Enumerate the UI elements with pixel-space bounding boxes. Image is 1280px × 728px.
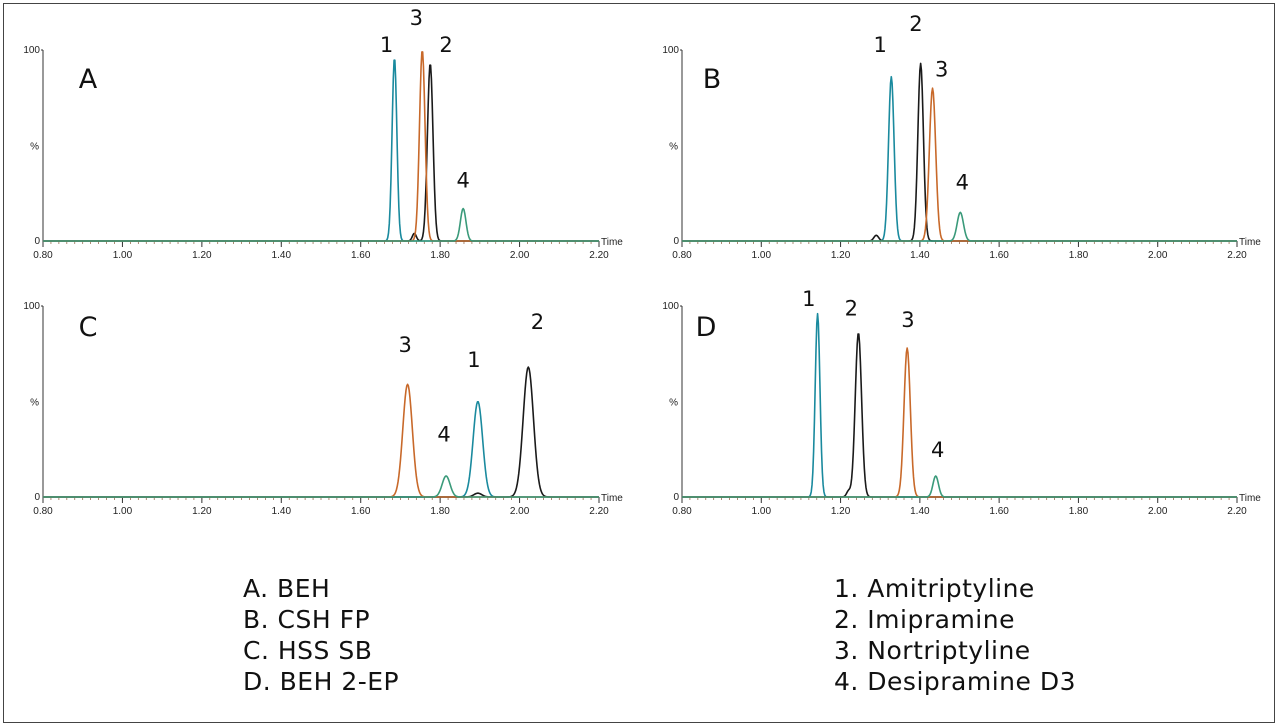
trace-analyte-4 bbox=[681, 475, 1238, 498]
trace-analyte-1 bbox=[681, 75, 1238, 242]
trace-analyte-1 bbox=[42, 401, 600, 498]
x-axis-label: Time bbox=[1239, 493, 1261, 504]
x-tick-label: 1.40 bbox=[910, 506, 930, 517]
legend-item-imipramine: 2. Imipramine bbox=[834, 605, 1015, 634]
trace-analyte-3 bbox=[681, 87, 1238, 242]
y-tick-label: 0 bbox=[34, 236, 40, 247]
x-tick-label: 1.00 bbox=[113, 506, 133, 517]
y-tick-label: 100 bbox=[662, 301, 679, 312]
y-axis-label: % bbox=[669, 398, 678, 409]
figure-frame bbox=[3, 3, 1275, 723]
x-tick-label: 1.40 bbox=[272, 250, 292, 261]
x-tick-label: 0.80 bbox=[33, 250, 53, 261]
peak-label-3: 3 bbox=[410, 6, 423, 30]
x-tick-label: 1.20 bbox=[192, 506, 212, 517]
x-tick-label: 2.20 bbox=[589, 250, 609, 261]
legend-item-column-b: B. CSH FP bbox=[243, 605, 371, 634]
trace-analyte-3 bbox=[42, 51, 600, 242]
y-tick-label: 0 bbox=[673, 492, 679, 503]
legend-item-column-d: D. BEH 2-EP bbox=[243, 667, 400, 696]
x-tick-label: 1.60 bbox=[989, 250, 1009, 261]
x-tick-label: 1.80 bbox=[430, 250, 450, 261]
peak-label-4: 4 bbox=[437, 423, 450, 447]
peak-label-2: 2 bbox=[909, 12, 922, 36]
peak-label-1: 1 bbox=[380, 33, 393, 57]
y-axis-label: % bbox=[30, 398, 39, 409]
column-legend: A. BEH B. CSH FP C. HSS SB D. BEH 2-EP bbox=[243, 573, 399, 697]
y-tick-label: 100 bbox=[23, 301, 40, 312]
x-tick-label: 1.40 bbox=[910, 250, 930, 261]
panel-letter: C bbox=[79, 312, 98, 343]
trace-analyte-4 bbox=[681, 211, 1238, 242]
panel-b: 0.80 1.00 1.20 1.40 1.60 1.80 2.00 2.20 100 0% Tim… bbox=[662, 12, 1261, 261]
panel-d: 0.80 1.00 1.20 1.40 1.60 1.80 2.00 2.20 100 0% Tim… bbox=[662, 287, 1261, 517]
peak-label-1: 1 bbox=[802, 287, 815, 311]
x-tick-label: 1.20 bbox=[831, 250, 851, 261]
x-tick-label: 2.20 bbox=[1227, 250, 1247, 261]
peak-label-1: 1 bbox=[467, 348, 480, 372]
trace-analyte-2 bbox=[42, 64, 600, 242]
trace-analyte-2 bbox=[681, 333, 1238, 498]
x-tick-label: 1.00 bbox=[752, 250, 772, 261]
x-tick-label: 0.80 bbox=[33, 506, 53, 517]
trace-analyte-1 bbox=[42, 59, 600, 242]
x-axis-label: Time bbox=[601, 493, 623, 504]
x-tick-label: 0.80 bbox=[672, 250, 692, 261]
x-tick-label: 2.00 bbox=[510, 250, 530, 261]
y-axis-label: % bbox=[669, 142, 678, 153]
y-tick-label: 100 bbox=[662, 45, 679, 56]
peak-label-3: 3 bbox=[901, 308, 914, 332]
x-axis-label: Time bbox=[601, 237, 623, 248]
x-tick-label: 1.80 bbox=[430, 506, 450, 517]
panel-letter: A bbox=[79, 64, 98, 95]
trace-analyte-4 bbox=[42, 207, 600, 242]
legend-item-column-a: A. BEH bbox=[243, 574, 331, 603]
legend-item-amitriptyline: 1. Amitriptyline bbox=[834, 574, 1035, 603]
x-tick-label: 1.40 bbox=[272, 506, 292, 517]
trace-analyte-3 bbox=[42, 383, 600, 498]
analyte-legend: 1. Amitriptyline 2. Imipramine 3. Nortri… bbox=[834, 573, 1076, 697]
x-tick-label: 1.60 bbox=[351, 506, 371, 517]
peak-label-4: 4 bbox=[456, 169, 469, 193]
y-tick-label: 100 bbox=[23, 45, 40, 56]
panel-letter: D bbox=[696, 312, 717, 343]
peak-label-3: 3 bbox=[935, 58, 948, 82]
x-tick-label: 1.20 bbox=[831, 506, 851, 517]
peak-label-4: 4 bbox=[956, 170, 969, 194]
legend-item-desipramine-d3: 4. Desipramine D3 bbox=[834, 667, 1076, 696]
x-tick-label: 1.80 bbox=[1069, 506, 1089, 517]
y-tick-label: 0 bbox=[673, 236, 679, 247]
x-tick-label: 1.60 bbox=[989, 506, 1009, 517]
trace-analyte-4 bbox=[42, 475, 600, 498]
x-tick-label: 1.20 bbox=[192, 250, 212, 261]
x-tick-label: 0.80 bbox=[672, 506, 692, 517]
x-axis-label: Time bbox=[1239, 237, 1261, 248]
legend-item-nortriptyline: 3. Nortriptyline bbox=[834, 636, 1031, 665]
x-tick-label: 1.00 bbox=[113, 250, 133, 261]
peak-label-3: 3 bbox=[399, 333, 412, 357]
x-tick-label: 2.00 bbox=[510, 506, 530, 517]
panel-c: 0.80 1.00 1.20 1.40 1.60 1.80 2.00 2.20 100 0% Tim… bbox=[23, 301, 623, 517]
x-tick-label: 2.20 bbox=[589, 506, 609, 517]
peak-label-2: 2 bbox=[439, 33, 452, 57]
x-tick-label: 1.60 bbox=[351, 250, 371, 261]
x-tick-label: 1.80 bbox=[1069, 250, 1089, 261]
trace-analyte-1 bbox=[681, 312, 1238, 498]
x-tick-label: 2.00 bbox=[1148, 250, 1168, 261]
peak-label-2: 2 bbox=[845, 297, 858, 321]
y-tick-label: 0 bbox=[34, 492, 40, 503]
panel-letter: B bbox=[703, 64, 722, 95]
trace-analyte-2 bbox=[42, 366, 600, 498]
x-tick-label: 2.20 bbox=[1227, 506, 1247, 517]
legend-item-column-c: C. HSS SB bbox=[243, 636, 373, 665]
panel-a: 0.80 1.00 1.20 1.40 1.60 1.80 2.00 2.20 100 0% Tim… bbox=[23, 6, 623, 261]
peak-label-1: 1 bbox=[874, 33, 887, 57]
peak-label-4: 4 bbox=[931, 438, 944, 462]
x-tick-label: 2.00 bbox=[1148, 506, 1168, 517]
x-tick-label: 1.00 bbox=[752, 506, 772, 517]
trace-analyte-3 bbox=[681, 347, 1238, 498]
y-axis-label: % bbox=[30, 142, 39, 153]
peak-label-2: 2 bbox=[531, 310, 544, 334]
